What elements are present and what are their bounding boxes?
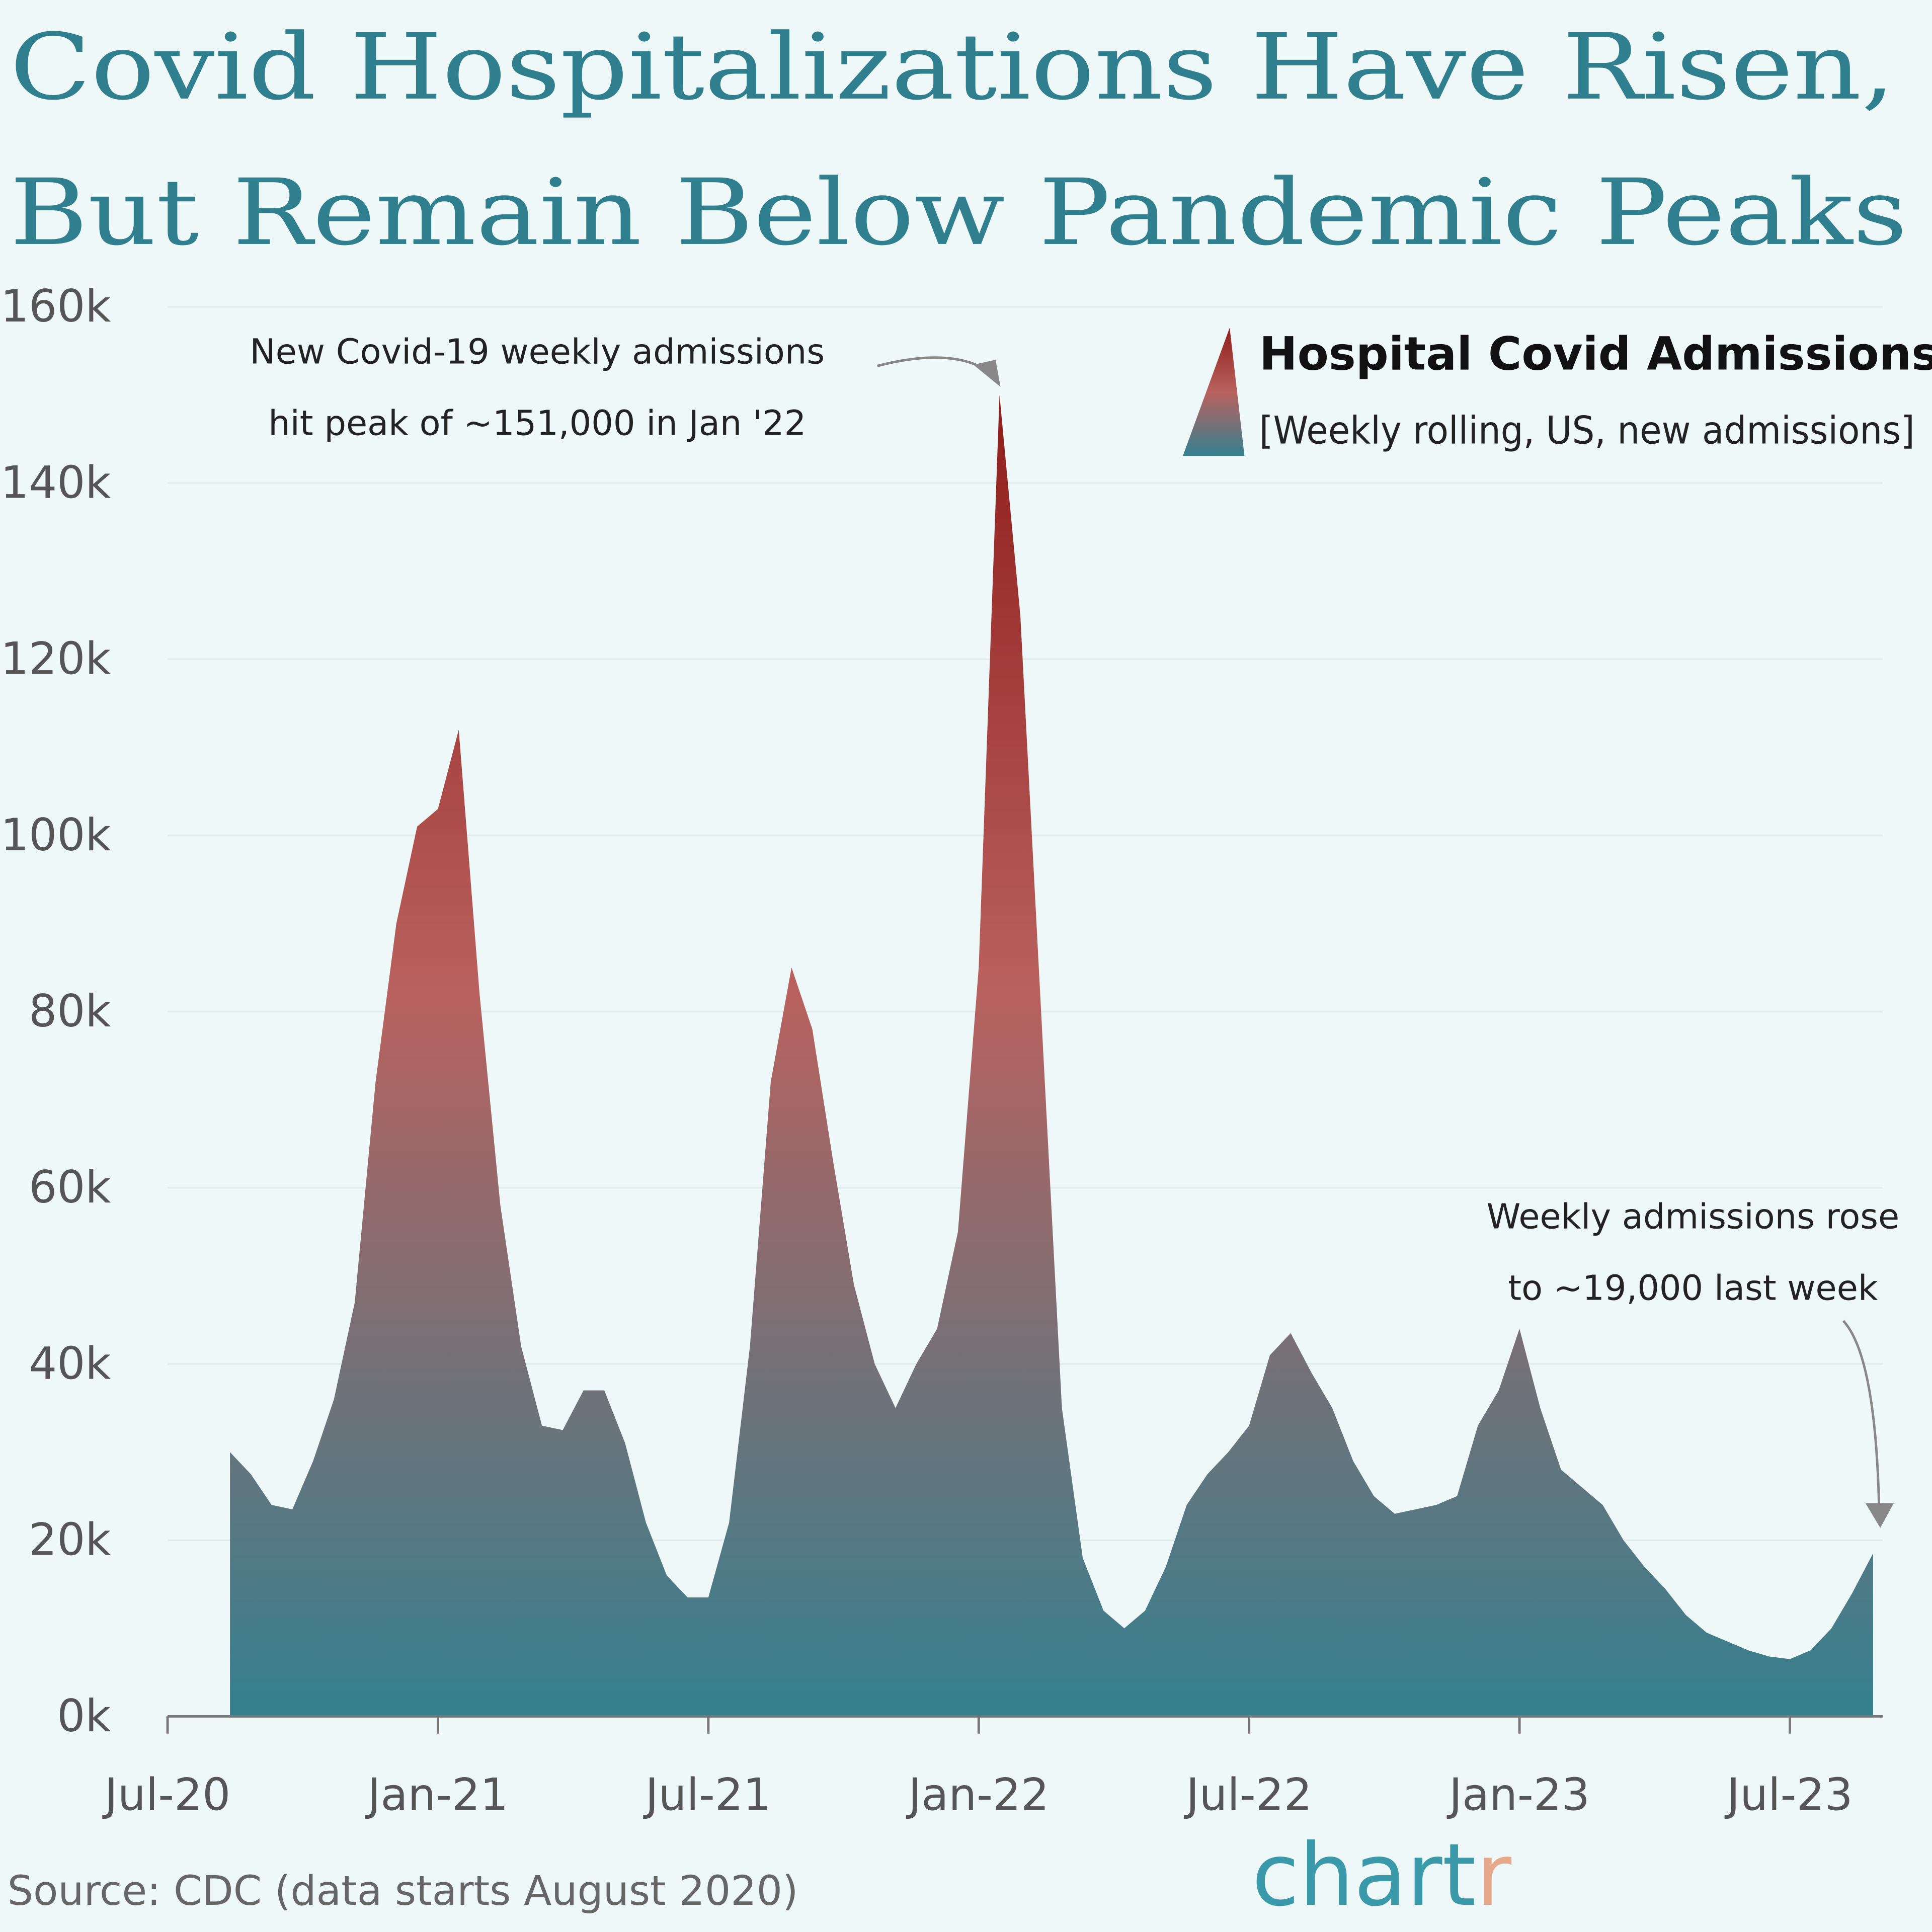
annotation-arrow — [1842, 1320, 1881, 1506]
y-tick-label: 100k — [1, 809, 111, 861]
logo-part: chart — [1252, 1825, 1476, 1925]
y-tick-label: 20k — [29, 1514, 111, 1566]
x-tick-label: Jul-23 — [1724, 1769, 1853, 1821]
annotation: hit peak of ~151,000 in Jan '22 — [268, 403, 806, 443]
x-tick-label: Jan-23 — [1446, 1769, 1590, 1821]
area — [230, 394, 1873, 1717]
chart-title: Covid Hospitalizations Have Risen, — [10, 14, 1895, 120]
x-tick-label: Jul-21 — [643, 1769, 771, 1821]
chart-title: But Remain Below Pandemic Peaks — [10, 159, 1907, 266]
annotation: Weekly admissions rose — [1487, 1197, 1900, 1237]
annotation-arrowhead — [973, 360, 1001, 387]
y-tick-label: 80k — [29, 985, 111, 1037]
x-tick-label: Jul-20 — [102, 1769, 230, 1821]
y-tick-label: 0k — [57, 1690, 111, 1742]
annotation: New Covid-19 weekly admissions — [250, 332, 825, 372]
annotation-arrowhead — [1865, 1503, 1894, 1528]
y-tick-label: 60k — [29, 1161, 111, 1213]
y-tick-label: 40k — [29, 1337, 111, 1389]
x-tick-label: Jan-22 — [906, 1769, 1049, 1821]
x-tick-label: Jan-21 — [365, 1769, 509, 1821]
y-tick-label: 120k — [1, 633, 111, 685]
plot-area: 0k 20k 40k 60k 80k 100k 120k 140k 160k Jul-20 Jan-… — [1, 280, 1883, 1821]
source: Source: CDC (data starts August 2020) — [8, 1868, 798, 1915]
y-tick-label: 140k — [1, 456, 111, 508]
legend-icon — [1183, 328, 1245, 456]
logo-part: r — [1476, 1825, 1512, 1925]
logo: chartr — [1252, 1825, 1512, 1925]
annotation: to ~19,000 last week — [1508, 1268, 1878, 1309]
x-tick-label: Jul-22 — [1183, 1769, 1312, 1821]
y-tick-label: 160k — [1, 280, 111, 332]
legend-subtitle: [Weekly rolling, US, new admissions] — [1259, 409, 1915, 453]
legend-title: Hospital Covid Admissions — [1259, 328, 1932, 381]
